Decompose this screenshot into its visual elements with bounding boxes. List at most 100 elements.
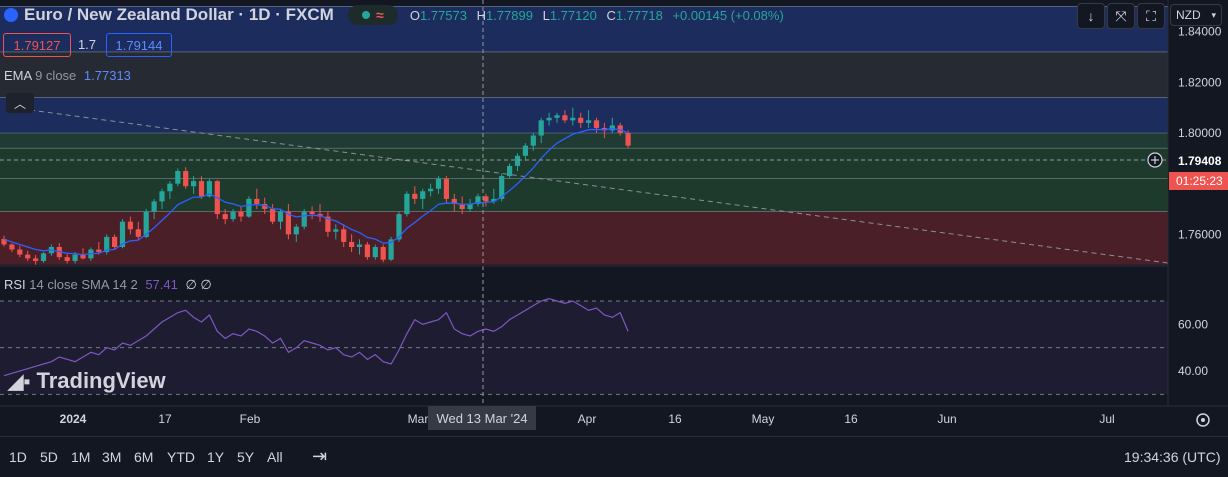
trendline[interactable] [29,109,1169,264]
candle [562,110,568,123]
candle [159,188,165,209]
candle [570,107,576,126]
candle [9,243,15,253]
candle [341,224,347,247]
symbol-title[interactable]: Euro / New Zealand Dollar · 1D · FXCM [24,5,334,24]
candle [270,203,276,225]
candle [104,234,110,255]
fullscreen-button[interactable]: ⛶ [1137,3,1165,29]
candle [325,211,331,237]
time-tick: May [752,412,775,426]
rsi-pane [0,300,1168,395]
zone-3 [0,133,1168,149]
candle [514,153,521,171]
timeframe-5d[interactable]: 5D [40,449,58,465]
collapse-button[interactable]: ⤧ [1107,3,1135,29]
market-open-icon [361,11,370,19]
spread-label: 1.7 [77,36,97,52]
candle [333,224,339,240]
rsi-tick: 40.00 [1178,364,1208,378]
timeframe-1d[interactable]: 1D [9,449,27,465]
timeframe-5y[interactable]: 5Y [237,449,255,465]
flag-icon [4,8,18,22]
utc-clock[interactable]: 19:34:36 (UTC) [1124,449,1221,465]
wave-icon: ≈ [375,7,384,23]
candle [546,112,552,126]
candle [475,193,481,207]
candle [230,209,236,222]
last-price-label: 1.79408 [1178,154,1222,168]
rsi-tick: 60.00 [1178,317,1208,331]
candle [151,198,157,220]
arrow-down-icon: ↓ [1087,8,1095,24]
candle [17,245,23,258]
candle [112,234,118,250]
candle [349,234,355,253]
time-tick: Jun [937,412,956,426]
buy-button[interactable]: 1.79144 [106,33,172,57]
low-value: 1.77120 [549,7,597,23]
candle [538,117,544,144]
timeframe-1m[interactable]: 1M [71,449,91,465]
tradingview-watermark: ◢▪ TradingView [8,368,166,393]
candle [586,110,592,128]
timeframe-1y[interactable]: 1Y [207,449,225,465]
add-alert-icon[interactable] [1147,152,1163,168]
time-tick: 2024 [60,412,87,426]
candle [467,198,473,212]
time-tick: Mar [408,412,429,426]
candle [443,176,449,204]
candle [238,206,244,222]
candle [143,209,149,239]
ema-line [3,128,629,256]
candle [420,188,426,209]
high-value: 1.77899 [485,7,533,23]
scroll-down-button[interactable]: ↓ [1077,3,1105,29]
candle [593,117,600,133]
date-range-icon[interactable]: ⇥ [312,446,328,466]
candle [578,112,584,128]
currency-select[interactable]: NZD ▾ [1170,4,1222,26]
candle [1,235,7,247]
candle [554,112,560,123]
rsi-legend[interactable]: RSI 14 close SMA 14 2 57.41 ∅ ∅ [4,277,212,292]
candle [127,216,133,235]
candle [175,168,181,187]
candle [388,236,394,261]
price-zones [0,6,1168,265]
crosshair-time-label: Wed 13 Mar '24 [436,411,527,426]
timeframe-ytd[interactable]: YTD [167,449,195,465]
countdown-label: 01:25:23 [1176,174,1223,188]
open-value: 1.77573 [419,7,467,23]
sell-price: 1.79127 [13,37,61,53]
market-status-pill[interactable]: ≈ [347,5,398,25]
candle [293,224,299,242]
price-tick: 1.84000 [1178,25,1222,39]
candle [285,203,291,240]
candle [507,163,513,179]
candle [625,130,631,149]
candle [364,241,370,260]
candle [356,239,363,255]
timeframe-all[interactable]: All [267,449,283,465]
candle [372,244,378,260]
zone-1 [0,51,1168,98]
price-tick: 1.76000 [1178,227,1222,241]
change-value: +0.00145 (+0.08%) [672,7,784,23]
sell-button[interactable]: 1.79127 [3,33,71,57]
time-tick: Apr [578,412,597,426]
chevron-up-icon: ︿ [13,96,26,111]
ema-legend[interactable]: EMA 9 close 1.77313 [4,68,131,83]
settings-icon[interactable] [1196,413,1210,427]
timeframe-6m[interactable]: 6M [134,449,154,465]
collapse-legend-button[interactable]: ︿ [6,93,34,113]
timeframe-3m[interactable]: 3M [102,449,122,465]
candles [1,107,631,265]
countdown-bg [1169,172,1228,190]
time-tick: Feb [240,412,261,426]
candle [246,196,252,218]
rsi-axis-ticks: 60.00 40.00 [1178,317,1208,378]
